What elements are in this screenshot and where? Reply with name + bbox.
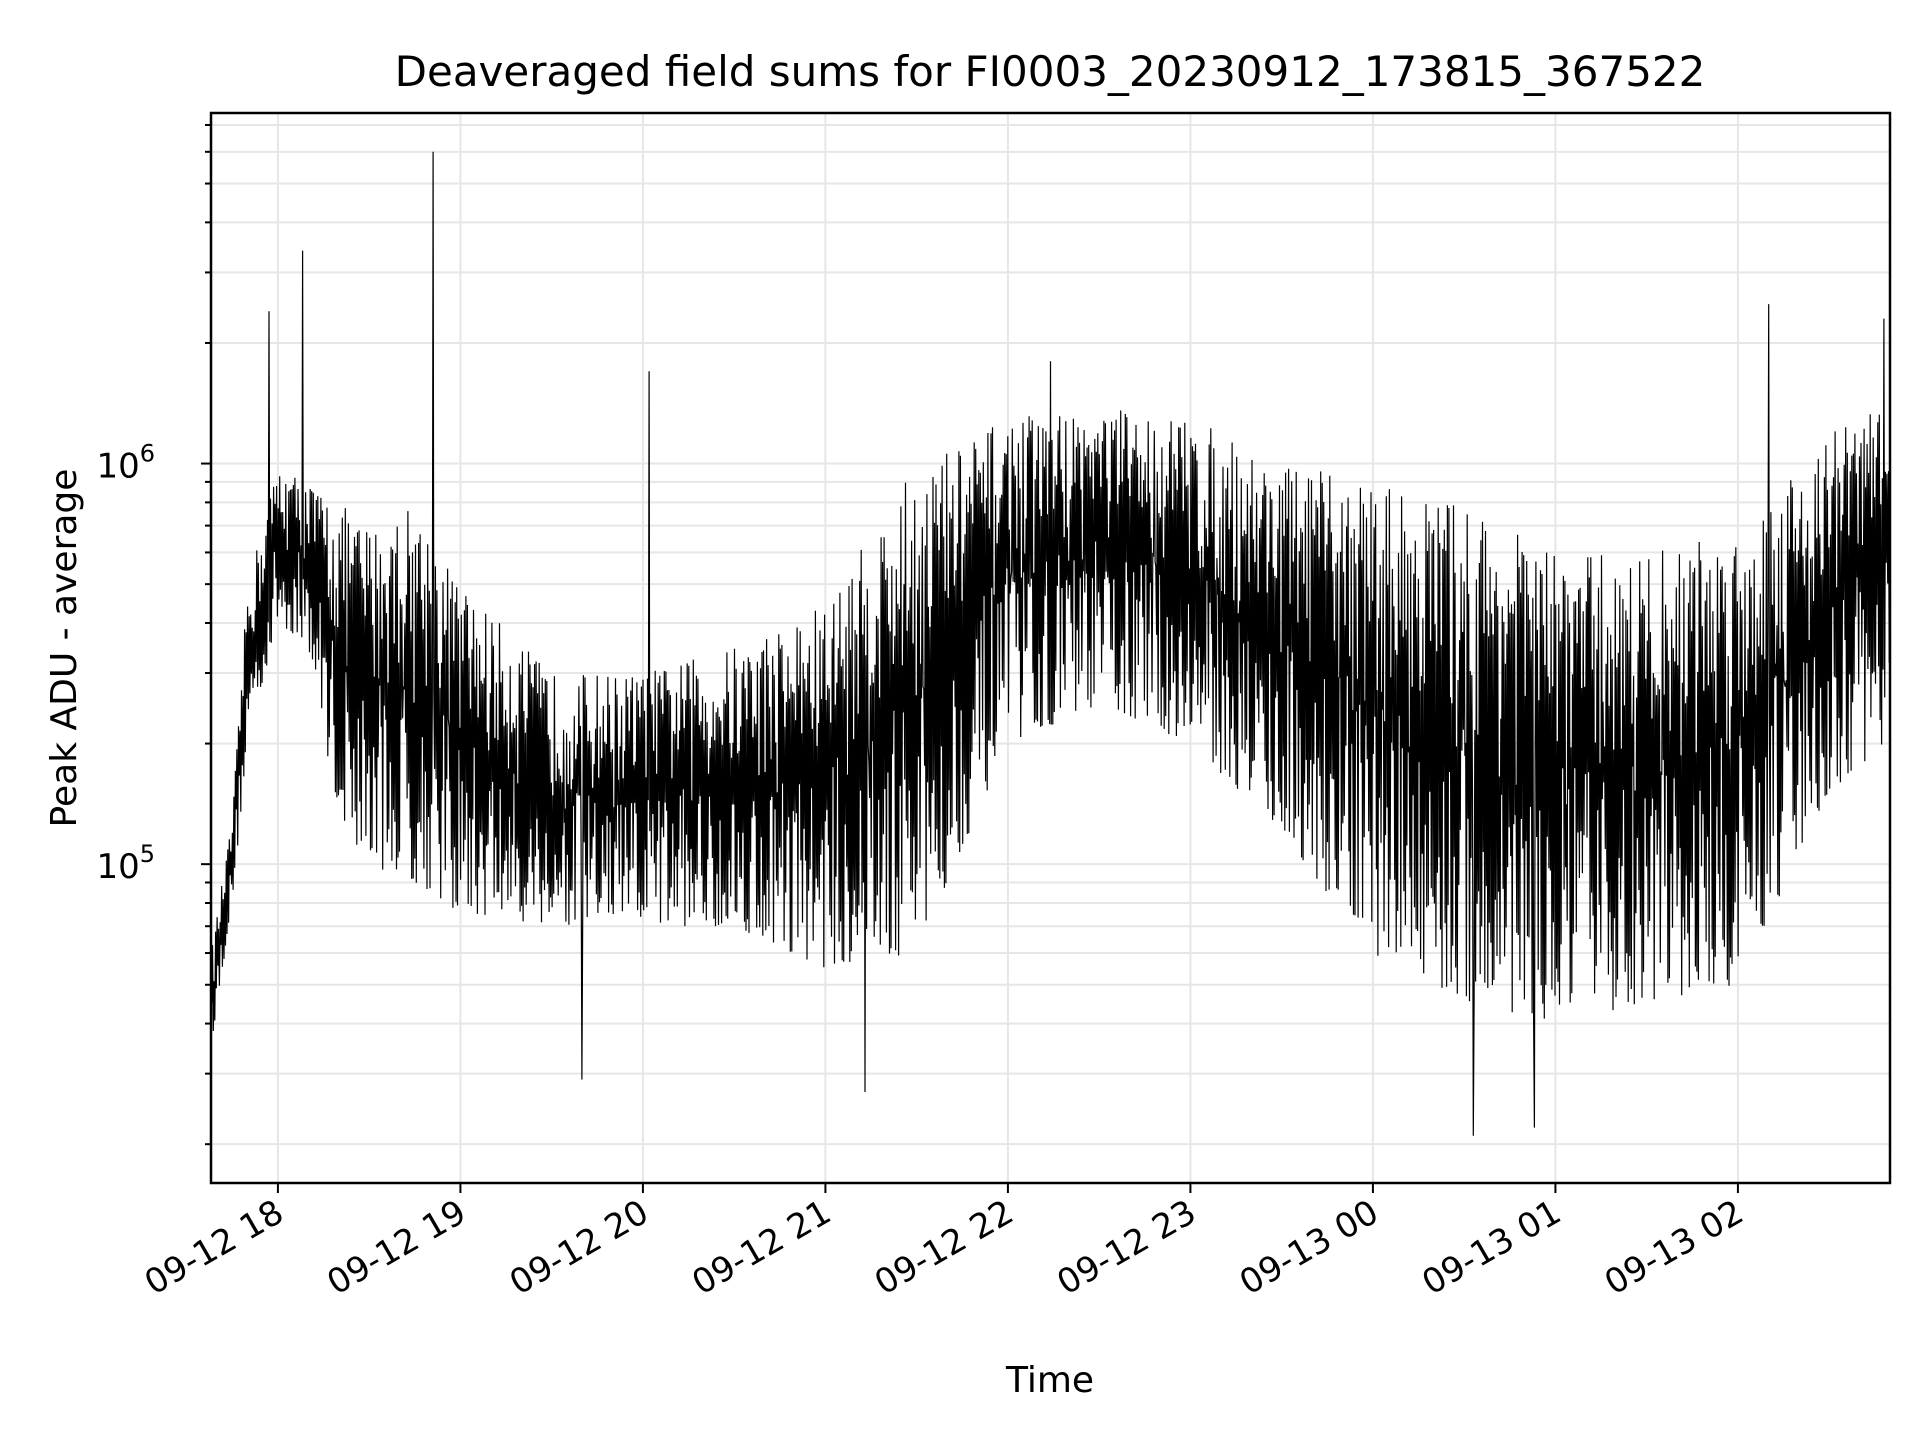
chart-title: Deaveraged field sums for FI0003_2023091… <box>395 47 1706 96</box>
y-axis: 105 106 <box>96 124 211 1146</box>
x-axis-label: Time <box>1005 1360 1094 1401</box>
series-line <box>210 151 1891 1136</box>
series-group <box>210 151 1891 1136</box>
y-axis-label: Peak ADU - average <box>44 469 85 828</box>
plot-frame <box>209 111 1892 1185</box>
y-tick-label: 105 <box>96 840 155 887</box>
y-tick-label: 106 <box>96 440 155 487</box>
